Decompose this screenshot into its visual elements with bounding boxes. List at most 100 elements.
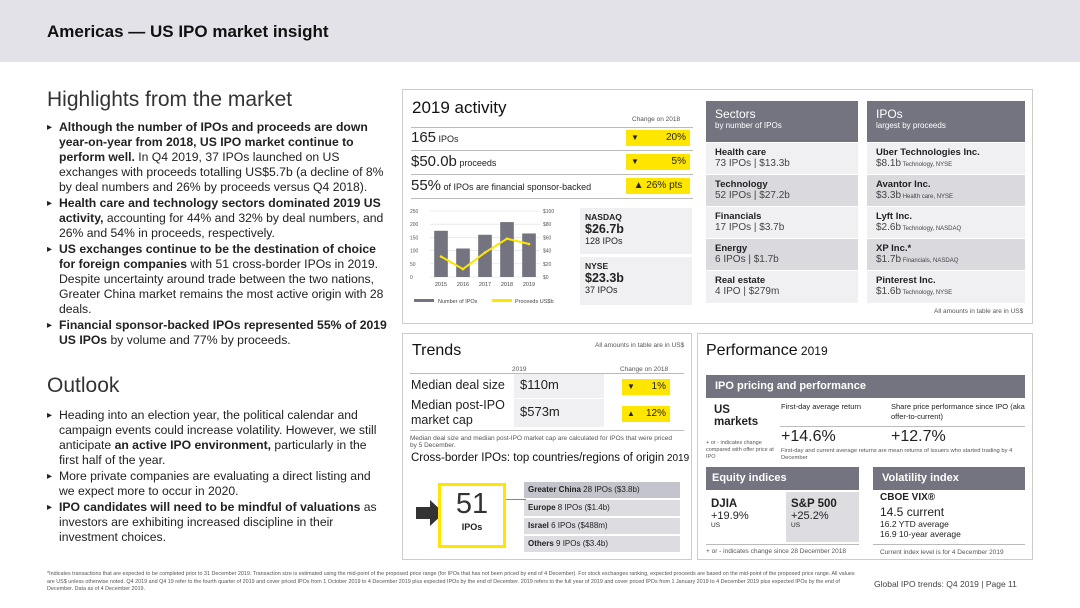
nyse-value: $23.3b: [585, 271, 624, 285]
x-tick-label: 2018: [501, 282, 513, 288]
right-tick-label: $20: [543, 262, 552, 268]
legend-swatch-proceeds: [492, 299, 512, 302]
right-tick-label: $0: [543, 275, 549, 281]
cross-border-count-box: 51 IPOs: [438, 483, 506, 548]
ipo-item: Pinterest Inc. $1.6b Technology, NYSE: [867, 271, 1025, 303]
highlight-bullet-4: Financial sponsor-backed IPOs represente…: [47, 318, 387, 348]
divider: [411, 198, 693, 199]
right-tick-label: $60: [543, 235, 552, 241]
cross-border-title: Cross-border IPOs: top countries/regions…: [411, 452, 690, 464]
median-cap-label: Median post-IPO market cap: [411, 398, 505, 427]
bar-2019: [522, 233, 536, 277]
page-footer: Global IPO trends: Q4 2019 | Page 11: [874, 579, 1017, 589]
left-tick-label: 200: [410, 222, 419, 228]
divider: [411, 174, 693, 175]
arrow-right-icon: [416, 500, 444, 526]
highlight-bullet-1: Although the number of IPOs and proceeds…: [47, 120, 387, 195]
activity-title: 2019 activity: [412, 98, 507, 117]
proceeds-point-2016: [461, 267, 465, 271]
left-tick-label: 250: [410, 209, 419, 215]
highlights-title: Highlights from the market: [47, 88, 293, 111]
nyse-name: NYSE: [585, 261, 609, 271]
x-tick-label: 2016: [457, 282, 469, 288]
x-tick-label: 2017: [479, 282, 491, 288]
trends-col-year: 2019: [512, 366, 527, 373]
volatility-header: Volatility index: [873, 467, 1025, 490]
median-cap-change: ▲ 12%: [622, 406, 670, 422]
since-ipo-value: +12.7%: [891, 428, 946, 445]
pricing-side-note: + or - indicates change compared with of…: [706, 440, 774, 460]
ipo-item: Lyft Inc. $2.6b Technology, NASDAQ: [867, 207, 1025, 239]
page-title: Americas — US IPO market insight: [47, 22, 329, 41]
header-bar: Americas — US IPO market insight: [0, 0, 1080, 62]
divider: [873, 544, 1025, 545]
trends-footnote: Median deal size and median post-IPO mar…: [410, 435, 672, 449]
connector-line: [506, 499, 526, 500]
nasdaq-name: NASDAQ: [585, 212, 622, 222]
proceeds-point-2017: [483, 251, 487, 254]
median-deal-change: ▼ 1%: [622, 379, 670, 395]
right-tick-label: $80: [543, 222, 552, 228]
bar-2017: [478, 234, 492, 277]
bar-2016: [456, 248, 470, 277]
median-cap-value: $573m: [514, 399, 604, 427]
divider: [410, 430, 684, 431]
cross-border-number: 51: [455, 488, 489, 520]
legend-label-proceeds: Proceeds US$b: [515, 299, 554, 305]
ipo-item: Avantor Inc. $3.3b Health care, NYSE: [867, 175, 1025, 207]
ipo-item: Uber Technologies Inc. $8.1b Technology, …: [867, 143, 1025, 175]
outlook-title: Outlook: [47, 374, 120, 397]
us-markets-label: US markets: [714, 404, 759, 428]
cross-border-item: Others 9 IPOs ($3.4b): [524, 536, 680, 552]
djia-box: DJIA +19.9% US: [711, 498, 749, 529]
sectors-list: Health care 73 IPOs | $13.3b Technology 52…: [706, 143, 858, 303]
median-deal-value: $110m: [514, 374, 604, 398]
cross-border-item: Israel 6 IPOs ($488m): [524, 518, 680, 534]
outlook-section: Outlook Heading into an election year, t…: [47, 374, 387, 546]
ipo-item: XP Inc.* $1.7b Financials, NASDAQ: [867, 239, 1025, 271]
x-tick-label: 2019: [523, 282, 535, 288]
performance-panel: [697, 333, 1033, 560]
ipos-note: All amounts in table are in US$: [934, 308, 1024, 315]
median-deal-label: Median deal size: [411, 378, 505, 392]
vix-box: CBOE VIX® 14.5 current 16.2 YTD average …: [880, 492, 961, 539]
proceeds-point-2019: [527, 242, 531, 246]
ipos-change-badge: ▼ 20%: [626, 130, 690, 146]
footer-note: *Indicates transactions that are expecte…: [47, 571, 855, 593]
bar-2018: [500, 222, 514, 277]
ipos-header: IPOs largest by proceeds: [867, 101, 1025, 142]
divider: [780, 426, 1025, 427]
legend-swatch-ipos: [414, 299, 434, 302]
sp500-box: S&P 500 +25.2% US: [786, 492, 859, 542]
nasdaq-value: $26.7b: [585, 222, 624, 236]
bar-2015: [434, 230, 448, 277]
right-tick-label: $100: [543, 209, 554, 215]
trends-title: Trends: [412, 342, 462, 359]
sector-item: Energy 6 IPOs | $1.7b: [706, 239, 858, 271]
pricing-header: IPO pricing and performance: [706, 375, 1025, 398]
legend-label-ipos: Number of IPOs: [438, 299, 478, 305]
right-tick-label: $40: [543, 249, 552, 255]
activity-panel: [402, 89, 1033, 324]
nyse-box: NYSE $23.3b 37 IPOs: [580, 257, 692, 305]
trends-note: All amounts in table are in US$: [595, 342, 685, 349]
activity-change-label: Change on 2018: [632, 116, 681, 123]
cross-border-item: Europe 8 IPOs ($1.4b): [524, 500, 680, 516]
left-tick-label: 0: [410, 275, 413, 281]
sector-item: Health care 73 IPOs | $13.3b: [706, 143, 858, 175]
outlook-bullet-2: More private companies are evaluating a …: [47, 469, 387, 499]
activity-proceeds-row: $50.0b proceeds: [411, 153, 497, 170]
x-tick-label: 2015: [435, 282, 447, 288]
cross-border-unit: IPOs: [461, 522, 483, 532]
outlook-bullet-1: Heading into an election year, the polit…: [47, 408, 387, 468]
sector-item: Financials 17 IPOs | $3.7b: [706, 207, 858, 239]
sector-item: Real estate 4 IPO | $279m: [706, 271, 858, 303]
left-tick-label: 100: [410, 249, 419, 255]
cross-border-item: Greater China 28 IPOs ($3.8b): [524, 482, 680, 498]
vix-note: Current index level is for 4 December 20…: [880, 549, 1004, 556]
divider: [706, 544, 859, 545]
performance-title: Performance 2019: [706, 342, 828, 359]
activity-ipos-row: 165 IPOs: [411, 129, 459, 146]
divider: [411, 150, 693, 151]
sector-item: Technology 52 IPOs | $27.2b: [706, 175, 858, 207]
